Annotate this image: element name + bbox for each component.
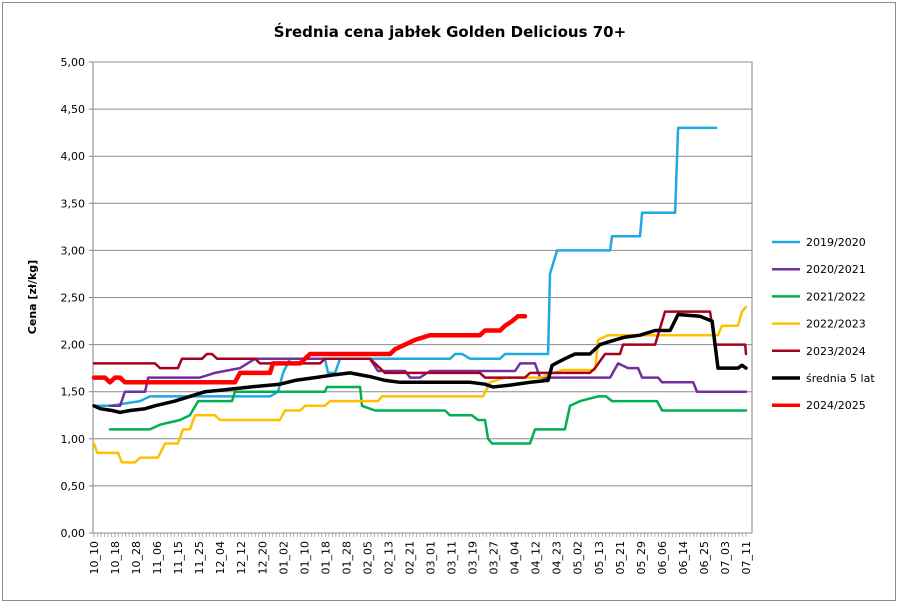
y-tick-label: 1,50	[61, 386, 86, 399]
y-tick-label: 5,00	[61, 56, 86, 69]
legend-label: 2019/2020	[806, 236, 866, 249]
legend-item: 2024/2025	[772, 399, 866, 412]
legend-item: 2019/2020	[772, 236, 866, 249]
x-tick-label: 01_18	[319, 541, 332, 575]
legend-item: średnia 5 lat	[772, 372, 875, 385]
x-tick-label: 06_25	[698, 541, 711, 575]
y-tick-label: 4,00	[61, 150, 86, 163]
chart-title: Średnia cena jabłek Golden Delicious 70+	[274, 22, 626, 41]
series-line-2023-2024	[92, 310, 748, 379]
x-tick-label: 11_06	[151, 541, 164, 575]
series-line-2021-2022	[108, 385, 748, 445]
legend-item: 2020/2021	[772, 263, 866, 276]
x-tick-label: 03_11	[446, 541, 459, 575]
series-line-2020-2021	[108, 357, 748, 408]
x-tick-label: 10_18	[109, 541, 122, 575]
y-axis-label: Cena [zł/kg]	[26, 260, 39, 334]
legend-item: 2021/2022	[772, 290, 866, 303]
series-line-2022-2023	[92, 305, 748, 464]
x-tick-label: 07_03	[719, 541, 732, 575]
x-tick-label: 03_27	[488, 541, 501, 575]
y-tick-label: 2,00	[61, 339, 86, 352]
x-tick-label: 04_23	[551, 541, 564, 575]
x-tick-label: 11_15	[172, 541, 185, 575]
x-tick-label: 05_13	[593, 541, 606, 575]
y-tick-label: 3,50	[61, 197, 86, 210]
y-tick-label: 3,00	[61, 244, 86, 257]
x-tick-label: 01_02	[277, 541, 290, 575]
x-tick-label: 04_04	[509, 541, 522, 575]
x-tick-label: 05_02	[572, 541, 585, 575]
x-tick-label: 02_21	[403, 541, 416, 575]
x-tick-label: 06_06	[656, 541, 669, 575]
legend-label: 2022/2023	[806, 318, 866, 331]
legend-label: 2020/2021	[806, 263, 866, 276]
x-tick-label: 12_04	[214, 541, 227, 575]
legend-item: 2023/2024	[772, 345, 866, 358]
x-tick-label: 10_10	[88, 541, 101, 575]
x-tick-label: 12_20	[256, 541, 269, 575]
series-line--rednia-5-lat	[92, 312, 748, 415]
x-tick-label: 02_13	[382, 541, 395, 575]
legend-item: 2022/2023	[772, 318, 866, 331]
y-tick-label: 0,50	[61, 480, 86, 493]
x-tick-label: 12_12	[235, 541, 248, 575]
x-tick-label: 11_25	[193, 541, 206, 575]
x-tick-label: 05_21	[614, 541, 627, 575]
series-line-2024-2025	[91, 314, 528, 385]
y-tick-label: 2,50	[61, 292, 86, 305]
legend-label: 2024/2025	[806, 399, 866, 412]
legend-label: 2021/2022	[806, 290, 866, 303]
x-tick-label: 01_10	[298, 541, 311, 575]
x-tick-label: 02_05	[361, 541, 374, 575]
x-tick-label: 06_14	[677, 541, 690, 575]
y-tick-label: 4,50	[61, 103, 86, 116]
x-tick-label: 10_28	[130, 541, 143, 575]
x-tick-label: 07_11	[740, 541, 753, 575]
x-tick-label: 05_29	[635, 541, 648, 575]
x-tick-label: 03_19	[467, 541, 480, 575]
y-tick-label: 0,00	[61, 527, 86, 540]
x-tick-label: 03_01	[425, 541, 438, 575]
x-tick-label: 01_28	[340, 541, 353, 575]
series-line-2019-2020	[92, 126, 718, 408]
y-tick-label: 1,00	[61, 433, 86, 446]
legend-label: średnia 5 lat	[806, 372, 875, 385]
legend-label: 2023/2024	[806, 345, 866, 358]
x-tick-label: 04_12	[530, 541, 543, 575]
